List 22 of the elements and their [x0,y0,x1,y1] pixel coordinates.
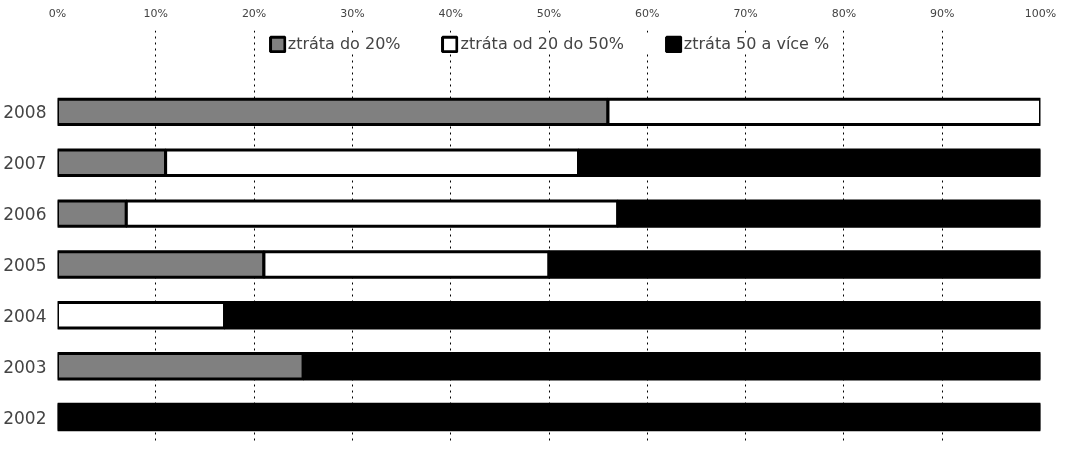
x-tick-label: 100% [1024,6,1057,20]
y-tick-label: 2003 [3,356,47,377]
legend-label: ztráta 50 a více % [683,34,830,53]
y-tick-label: 2005 [3,254,47,275]
x-tick-label: 20% [241,6,267,20]
x-tick-label: 60% [635,6,660,20]
bar [57,402,1041,432]
y-tick-label: 2008 [3,102,47,123]
x-tick-label: 70% [733,6,758,20]
x-tick-label: 40% [438,6,463,20]
y-tick-label: 2004 [3,305,47,326]
x-tick-label: 10% [143,6,169,20]
y-tick-label: 2006 [3,204,47,225]
x-tick-label: 30% [340,6,365,20]
legend-label: ztráta od 20 do 50% [460,34,624,53]
y-tick-label: 2002 [3,407,47,428]
x-tick-label: 90% [929,6,955,20]
legend-label: ztráta do 20% [287,34,401,53]
x-tick-label: 0% [48,6,67,20]
x-tick-label: 80% [831,6,857,20]
x-tick-label: 50% [536,6,562,20]
y-tick-label: 2007 [3,153,47,174]
